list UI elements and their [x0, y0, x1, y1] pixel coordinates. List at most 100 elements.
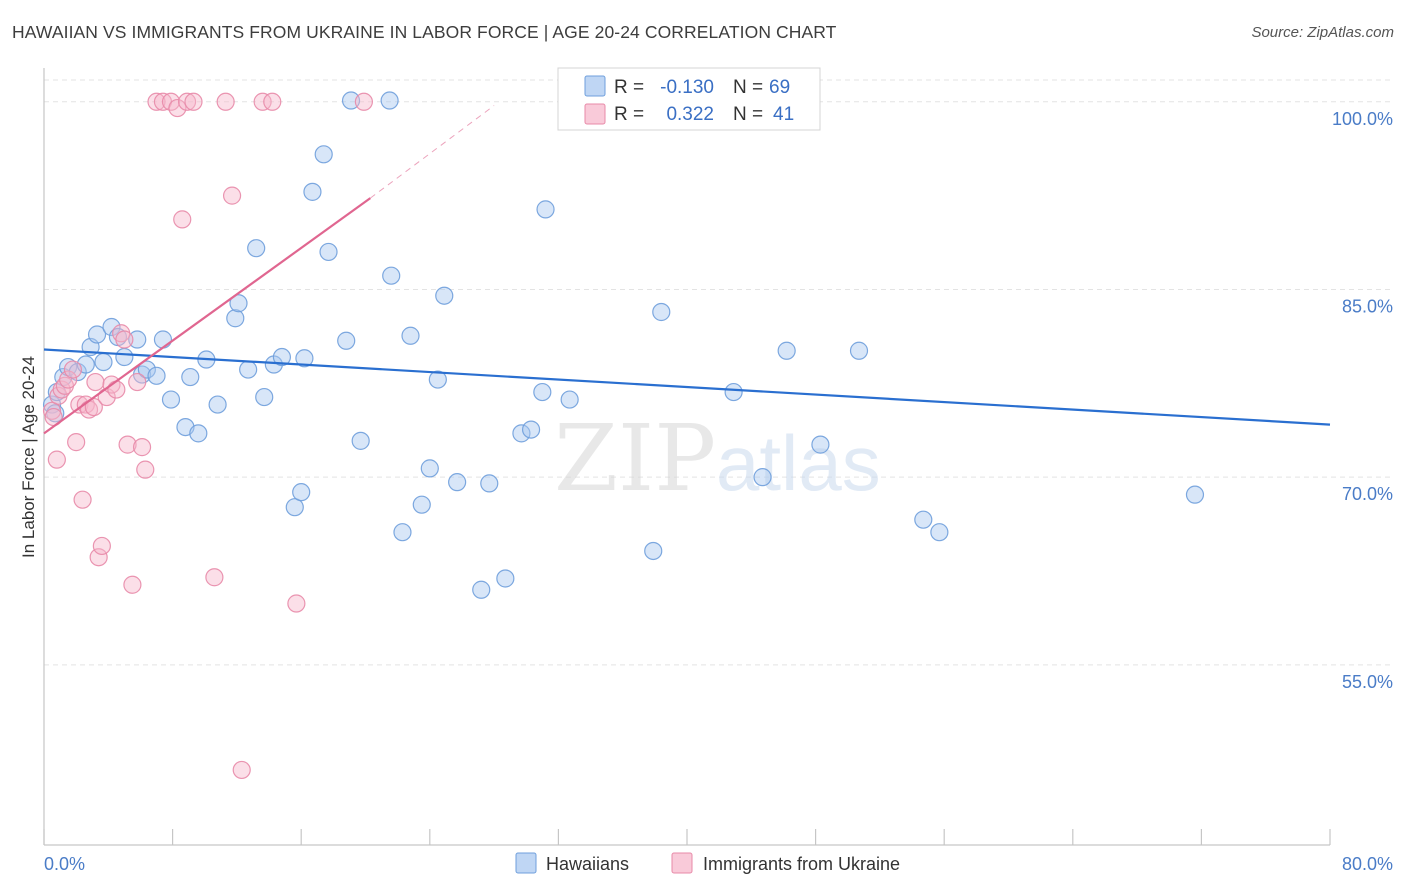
ukraine-point [287, 594, 306, 613]
hawaiians-point [1185, 485, 1205, 504]
legend-r-value-1: -0.130 [660, 77, 714, 98]
legend-n-value-2: 41 [773, 104, 794, 125]
ukraine-point [67, 433, 86, 452]
hawaiians-point [255, 387, 274, 407]
ukraine-point [123, 575, 142, 594]
hawaiians-point [128, 330, 147, 349]
ukraine-point [263, 92, 282, 111]
y-tick-label-55: 55.0% [1342, 672, 1393, 692]
ukraine-point [63, 360, 83, 379]
legend-r-label-2: R = [614, 104, 644, 125]
series-legend-label-ukraine: Immigrants from Ukraine [703, 854, 900, 874]
hawaiians-point [401, 326, 420, 345]
hawaiians-point [181, 367, 200, 387]
hawaiians-trend-line [43, 348, 1331, 426]
hawaiians-point [448, 473, 467, 492]
series-legend-swatch-hawaiians [515, 852, 537, 874]
ukraine-point [184, 92, 203, 111]
hawaiians-point [208, 395, 227, 414]
ukraine-point [92, 536, 111, 556]
series-ukraine-points [42, 92, 373, 780]
hawaiians-point [428, 370, 447, 389]
ukraine-point [42, 401, 62, 420]
ukraine-point [118, 435, 137, 454]
hawaiians-point [753, 468, 772, 487]
watermark: ZIP atlas [554, 405, 881, 512]
hawaiians-point [314, 145, 333, 164]
legend-n-label-2: N = [733, 104, 763, 125]
x-tick-label-min: 0.0% [44, 854, 85, 874]
x-tick-label-max: 80.0% [1342, 854, 1393, 874]
hawaiians-point [536, 200, 555, 219]
legend-n-label-1: N = [733, 77, 763, 98]
ukraine-point [47, 450, 66, 469]
hawaiians-point [380, 91, 399, 110]
hawaiians-point [59, 357, 78, 377]
chart-title: HAWAIIAN VS IMMIGRANTS FROM UKRAINE IN L… [12, 22, 837, 42]
hawaiians-point [811, 435, 830, 454]
series-legend: Hawaiians Immigrants from Ukraine [515, 852, 900, 874]
legend-r-label-1: R = [614, 77, 644, 98]
hawaiians-point [239, 360, 258, 379]
legend-swatch-ukraine [584, 103, 606, 125]
hawaiians-point [914, 510, 933, 529]
hawaiians-point [560, 390, 579, 409]
hawaiians-point [341, 91, 361, 110]
watermark-zip: ZIP [554, 405, 716, 512]
hawaiians-point [724, 382, 743, 402]
series-hawaiians-points [42, 91, 1205, 599]
ukraine-point [205, 568, 224, 587]
ukraine-point [173, 210, 192, 229]
hawaiians-point [226, 309, 245, 328]
trend-lines [43, 105, 1331, 435]
ukraine-point [128, 372, 147, 392]
hawaiians-point [652, 302, 671, 322]
series-legend-swatch-ukraine [671, 852, 693, 874]
ukraine-point [253, 92, 272, 111]
legend-n-value-1: 69 [769, 77, 790, 98]
hawaiians-point [512, 424, 531, 443]
ukraine-point [73, 490, 92, 509]
y-axis-label: In Labor Force | Age 20-24 [19, 356, 38, 558]
hawaiians-point [285, 498, 304, 517]
hawaiians-point [496, 569, 515, 588]
hawaiians-point [272, 347, 292, 367]
hawaiians-point [412, 495, 431, 514]
hawaiians-point [319, 242, 338, 262]
hawaiians-point [435, 286, 454, 305]
hawaiians-point [102, 317, 121, 337]
hawaiians-point [472, 580, 491, 599]
hawaiians-point [351, 431, 370, 450]
hawaiians-point [393, 523, 412, 542]
legend-r-value-2: 0.322 [666, 104, 714, 125]
legend-swatch-hawaiians [584, 75, 606, 97]
ukraine-point [70, 395, 89, 414]
ukraine-trend-extension [370, 105, 495, 199]
y-axis-tick-labels: 55.0% 70.0% 85.0% 100.0% [1332, 109, 1393, 692]
ukraine-point [222, 186, 242, 205]
hawaiians-point [337, 331, 356, 350]
ukraine-point [115, 330, 134, 349]
correlation-legend: R = -0.130 N = 69 R = 0.322 N = 41 [557, 67, 821, 131]
hawaiians-point [292, 483, 311, 502]
chart-source: Source: ZipAtlas.com [1251, 24, 1394, 41]
hawaiians-point [303, 182, 322, 201]
hawaiians-point [777, 341, 796, 360]
hawaiians-point [644, 541, 663, 561]
ukraine-point [216, 92, 235, 111]
hawaiians-point [295, 349, 314, 368]
ukraine-point [177, 92, 197, 111]
hawaiians-point [382, 266, 401, 285]
hawaiians-point [247, 239, 266, 258]
watermark-atlas: atlas [716, 419, 881, 507]
series-legend-label-hawaiians: Hawaiians [546, 854, 629, 874]
hawaiians-point [533, 382, 552, 402]
ukraine-point [147, 92, 166, 111]
hawaiians-point [115, 347, 134, 367]
hawaiians-point [930, 523, 949, 542]
ukraine-trend-line [43, 197, 371, 435]
hawaiians-point [137, 360, 156, 379]
hawaiians-point [480, 474, 499, 493]
ukraine-point [354, 92, 373, 111]
